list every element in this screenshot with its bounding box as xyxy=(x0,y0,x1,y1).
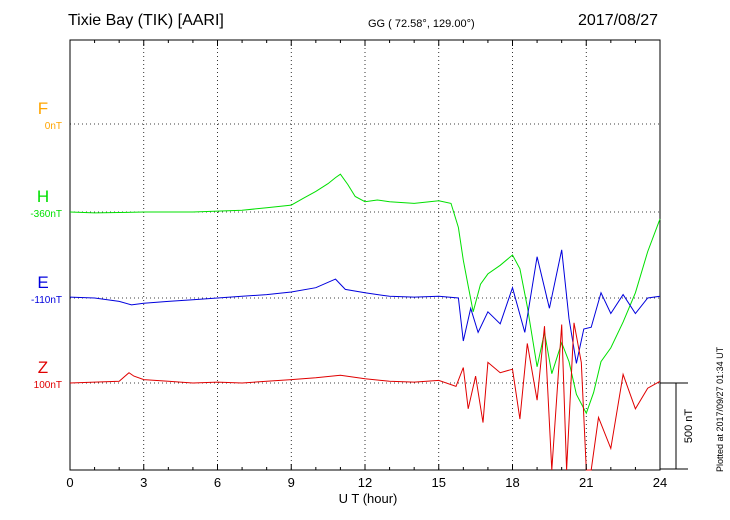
x-tick-label: 24 xyxy=(653,475,667,490)
series-name-f: F xyxy=(38,99,48,118)
label-layer: F 0nT H -360nT E -110nT Z 100nT xyxy=(30,99,62,391)
x-tick-label: 6 xyxy=(214,475,221,490)
x-tick-label: 12 xyxy=(358,475,372,490)
series-offset-h: -360nT xyxy=(30,209,62,220)
x-tick-label: 9 xyxy=(288,475,295,490)
scale-bar: 500 nT xyxy=(660,382,695,470)
series-line-h xyxy=(69,173,661,415)
x-tick-label: 0 xyxy=(66,475,73,490)
station-title: Tixie Bay (TIK) [AARI] xyxy=(68,12,224,29)
series-offset-z: 100nT xyxy=(34,380,62,391)
grid-layer xyxy=(70,40,660,470)
scale-bar-label: 500 nT xyxy=(683,409,695,444)
x-axis-label: U T (hour) xyxy=(339,491,398,506)
series-name-z: Z xyxy=(38,358,48,377)
plotted-timestamp: Plotted at 2017/09/27 01:34 UT xyxy=(715,346,725,472)
x-tick-label: 18 xyxy=(505,475,519,490)
plot-date: 2017/08/27 xyxy=(578,12,659,29)
x-axis: 0 3 6 9 12 15 18 21 24 xyxy=(66,40,667,490)
x-tick-label: 3 xyxy=(140,475,147,490)
geographic-coordinates: GG ( 72.58°, 129.00°) xyxy=(368,18,475,30)
series-name-e: E xyxy=(37,273,48,292)
series-layer xyxy=(69,173,661,471)
x-tick-label: 21 xyxy=(579,475,593,490)
series-name-h: H xyxy=(37,187,49,206)
x-tick-label: 15 xyxy=(432,475,446,490)
series-line-e xyxy=(69,249,661,364)
series-offset-f: 0nT xyxy=(45,121,62,132)
series-offset-e: -110nT xyxy=(31,295,62,306)
